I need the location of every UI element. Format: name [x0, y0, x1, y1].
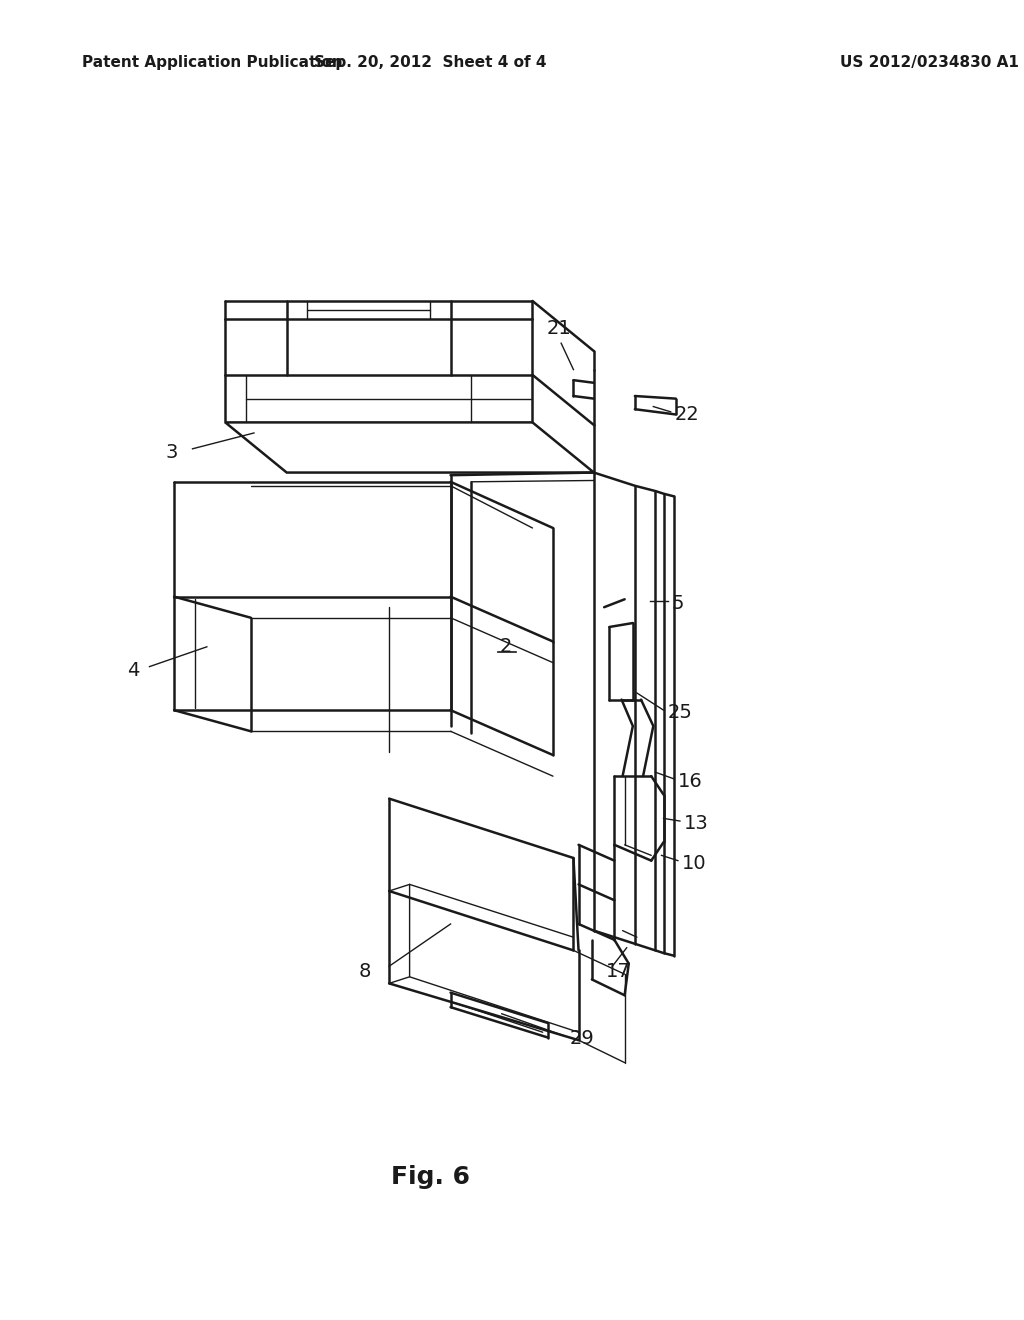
Text: 5: 5 [672, 594, 684, 612]
Text: 8: 8 [358, 962, 371, 981]
Text: 2: 2 [500, 638, 512, 656]
Text: Sep. 20, 2012  Sheet 4 of 4: Sep. 20, 2012 Sheet 4 of 4 [313, 55, 547, 70]
Text: US 2012/0234830 A1: US 2012/0234830 A1 [840, 55, 1019, 70]
Text: 29: 29 [569, 1030, 594, 1048]
Text: 21: 21 [547, 319, 571, 338]
Text: Fig. 6: Fig. 6 [390, 1166, 470, 1189]
Text: 10: 10 [682, 854, 707, 873]
Text: Patent Application Publication: Patent Application Publication [82, 55, 343, 70]
Text: 17: 17 [606, 962, 631, 981]
Text: 25: 25 [668, 704, 692, 722]
Text: 4: 4 [127, 661, 139, 680]
Text: 13: 13 [684, 814, 709, 833]
Text: 3: 3 [166, 444, 178, 462]
Text: 22: 22 [675, 405, 699, 424]
Text: 16: 16 [678, 772, 702, 791]
